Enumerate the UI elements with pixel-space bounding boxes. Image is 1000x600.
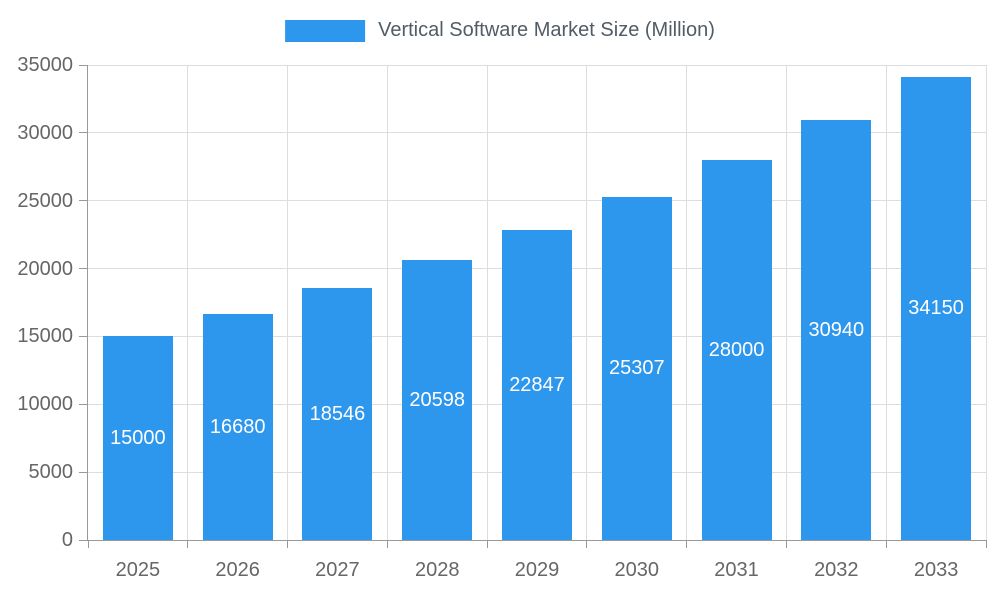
x-tick-label: 2025	[115, 559, 161, 581]
x-tick-mark	[187, 540, 189, 548]
x-tick-label: 2027	[315, 559, 360, 581]
y-tick-mark	[79, 132, 87, 134]
bar-value-label: 16680	[209, 415, 266, 438]
x-gridline	[386, 65, 388, 540]
x-tick-label: 2028	[414, 559, 460, 581]
x-tick-label: 2029	[514, 559, 560, 581]
y-tick-mark	[79, 200, 87, 202]
x-gridline	[586, 65, 588, 540]
bar-2027[interactable]	[302, 288, 373, 540]
y-gridline	[88, 200, 986, 202]
y-tick-label: 0	[61, 529, 73, 551]
x-gridline	[287, 65, 289, 540]
bar-value-label: 22847	[509, 373, 565, 396]
x-gridline	[785, 65, 787, 540]
bar-value-label: 25307	[608, 357, 665, 380]
x-tick-mark	[985, 540, 987, 548]
y-tick-label: 10000	[17, 393, 73, 416]
bar-2029[interactable]	[502, 229, 572, 540]
bar-2030[interactable]	[601, 196, 672, 540]
y-gridline	[88, 64, 986, 66]
y-tick-mark	[79, 335, 87, 337]
bar-2026[interactable]	[202, 313, 273, 540]
y-tick-mark	[79, 268, 87, 270]
x-tick-label: 2032	[814, 559, 859, 581]
bar-2033[interactable]	[901, 76, 972, 540]
x-tick-mark	[287, 540, 289, 548]
x-tick-mark	[686, 540, 688, 548]
x-tick-label: 2026	[215, 559, 260, 581]
bar-value-label: 20598	[409, 389, 466, 412]
y-gridline	[88, 132, 986, 134]
y-tick-label: 15000	[17, 325, 73, 348]
x-gridline	[885, 65, 887, 540]
y-tick-label: 20000	[17, 257, 73, 280]
bar-value-label: 28000	[708, 339, 765, 361]
y-tick-label: 35000	[17, 54, 73, 76]
x-tick-mark	[586, 540, 588, 548]
legend-label: Vertical Software Market Size (Million)	[378, 19, 715, 41]
x-tick-mark	[785, 540, 787, 548]
x-tick-label: 2030	[614, 559, 660, 581]
y-tick-mark	[79, 403, 87, 405]
bar-value-label: 34150	[908, 297, 964, 320]
x-tick-label: 2031	[714, 559, 759, 581]
x-gridline	[985, 65, 987, 540]
x-tick-mark	[486, 540, 488, 548]
x-axis-line	[87, 540, 986, 541]
y-tick-label: 30000	[17, 121, 73, 144]
bar-value-label: 30940	[808, 319, 865, 342]
bar-2032[interactable]	[801, 120, 872, 540]
bar-2025[interactable]	[102, 336, 173, 540]
legend-swatch	[285, 19, 366, 42]
y-axis-line	[87, 65, 88, 541]
x-gridline	[686, 65, 688, 540]
bar-value-label: 18546	[309, 403, 366, 426]
x-tick-mark	[386, 540, 388, 548]
x-gridline	[486, 65, 488, 540]
legend[interactable]: Vertical Software Market Size (Million)	[285, 19, 715, 42]
x-tick-mark	[87, 540, 89, 548]
y-tick-label: 5000	[28, 461, 74, 484]
bar-2028[interactable]	[402, 260, 473, 540]
y-tick-label: 25000	[17, 189, 73, 212]
x-tick-label: 2033	[913, 559, 959, 581]
bar-2031[interactable]	[701, 160, 772, 540]
bar-value-label: 15000	[110, 427, 166, 450]
x-gridline	[187, 65, 189, 540]
y-tick-mark	[79, 539, 87, 541]
y-tick-mark	[79, 64, 87, 66]
x-tick-mark	[885, 540, 887, 548]
y-tick-mark	[79, 471, 87, 473]
